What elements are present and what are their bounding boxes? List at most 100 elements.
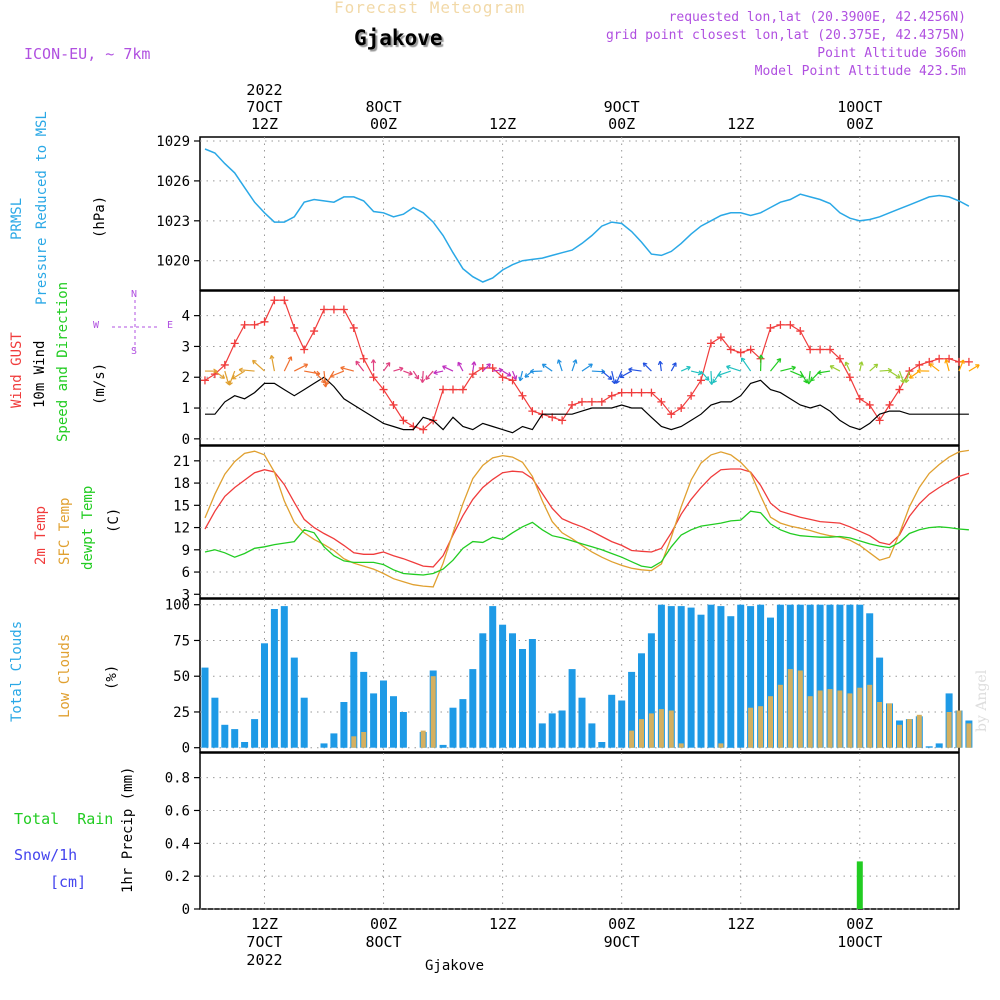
y-tick-label: 1 bbox=[182, 401, 190, 417]
wind-gust-marker bbox=[637, 388, 646, 397]
total-cloud-bar bbox=[757, 604, 765, 748]
arrow-head bbox=[858, 361, 864, 366]
wind-direction-arrow bbox=[581, 363, 593, 372]
arrow-head bbox=[895, 374, 901, 379]
arrow-shaft bbox=[770, 358, 782, 372]
low-cloud-bar bbox=[916, 714, 922, 748]
arrow-shaft bbox=[905, 370, 910, 383]
wind-direction-arrow bbox=[370, 359, 377, 372]
wind-direction-arrow bbox=[619, 370, 632, 379]
y-tick-label: 15 bbox=[173, 498, 190, 514]
total-cloud-bar bbox=[588, 723, 596, 748]
wind-gust-marker bbox=[270, 296, 279, 305]
arrow-shaft bbox=[511, 370, 517, 380]
wind-direction-arrow bbox=[889, 370, 901, 379]
total-cloud-bar bbox=[479, 633, 487, 748]
wind-direction-arrow bbox=[420, 371, 426, 383]
panel-frame-1 bbox=[199, 136, 960, 291]
arrow-shaft bbox=[581, 363, 593, 372]
wind-direction-arrow bbox=[403, 370, 413, 376]
arrow-shaft bbox=[293, 363, 308, 372]
total-cloud-bar bbox=[935, 743, 943, 748]
arrow-shaft bbox=[642, 362, 652, 372]
low-cloud-bar bbox=[639, 719, 644, 748]
total-cloud-bar bbox=[528, 639, 536, 748]
total-cloud-bar bbox=[578, 697, 586, 748]
arrow-head bbox=[642, 362, 648, 367]
total-cloud-bar bbox=[251, 719, 259, 748]
arrow-shaft bbox=[519, 370, 524, 381]
wind-direction-arrow bbox=[283, 356, 293, 372]
wind-gust-marker bbox=[746, 345, 755, 354]
y-tick-label: 12 bbox=[173, 521, 190, 537]
clouds-unit: (%) bbox=[104, 664, 120, 690]
wind-direction-arrow bbox=[571, 359, 578, 372]
arrow-shaft bbox=[659, 361, 662, 372]
total-cloud-bar bbox=[270, 609, 278, 748]
total-cloud-bar bbox=[836, 604, 844, 748]
wind-direction-arrow bbox=[916, 368, 930, 374]
arrow-shaft bbox=[403, 370, 413, 375]
low-cloud-bar bbox=[956, 710, 962, 748]
y-tick-label: 25 bbox=[173, 705, 190, 721]
snow-unit: [cm] bbox=[50, 873, 87, 891]
wind-gust-marker bbox=[697, 376, 706, 385]
arrow-shaft bbox=[472, 361, 475, 372]
arrow-head bbox=[420, 378, 426, 383]
low-cloud-bar bbox=[787, 669, 793, 748]
wind-direction-arrow bbox=[502, 370, 512, 377]
total-cloud-bar bbox=[638, 653, 645, 748]
arrow-head bbox=[697, 370, 703, 376]
top-time-label: 2022 bbox=[246, 81, 282, 99]
total-cloud-bar bbox=[280, 606, 288, 748]
total-cloud-bar bbox=[538, 723, 546, 748]
wind-direction-arrow bbox=[829, 365, 841, 372]
wind-gust-marker bbox=[796, 327, 805, 336]
wind-gust-marker bbox=[627, 388, 636, 397]
arrow-shaft bbox=[726, 365, 741, 372]
bottom-time-label: 8OCT bbox=[365, 933, 401, 951]
wind-gust-marker bbox=[419, 425, 428, 434]
arrow-shaft bbox=[710, 371, 713, 385]
arrow-head bbox=[844, 361, 850, 367]
arrow-head bbox=[524, 373, 530, 378]
arrow-shaft bbox=[619, 370, 632, 378]
arrow-shaft bbox=[252, 359, 265, 372]
wind-direction-arrow bbox=[457, 361, 464, 372]
wind-gust-marker bbox=[706, 339, 715, 348]
low-cloud-bar bbox=[906, 719, 912, 748]
arrow-shaft bbox=[845, 361, 851, 372]
total-cloud-bar bbox=[707, 604, 715, 748]
arrow-shaft bbox=[958, 359, 965, 372]
arrow-head bbox=[287, 356, 293, 361]
wind-gust-marker bbox=[845, 373, 854, 382]
wind-direction-arrow bbox=[556, 359, 563, 372]
y-tick-label: 0.2 bbox=[165, 869, 190, 885]
wind-gust-marker bbox=[766, 323, 775, 332]
wind-gust-marker bbox=[895, 385, 904, 394]
top-time-label: 12Z bbox=[489, 115, 516, 133]
wind-gust-marker bbox=[577, 397, 586, 406]
arrow-shaft bbox=[829, 365, 841, 372]
arrow-shaft bbox=[968, 364, 980, 372]
low-cloud-bar bbox=[678, 743, 684, 748]
y-tick-label: 50 bbox=[173, 669, 190, 685]
total-cloud-bar bbox=[677, 606, 685, 748]
low-cloud-bar bbox=[658, 709, 664, 748]
wind-direction-arrow bbox=[758, 354, 764, 372]
arrow-head bbox=[529, 368, 535, 374]
wind-direction-arrow bbox=[541, 363, 553, 372]
y-tick-label: 21 bbox=[173, 454, 190, 470]
arrow-head bbox=[385, 362, 391, 367]
wind-direction-arrow bbox=[511, 370, 518, 380]
arrow-shaft bbox=[571, 359, 577, 372]
wind-direction-arrow bbox=[238, 367, 255, 373]
total-cloud-bar bbox=[767, 617, 774, 748]
y-tick-label: 75 bbox=[173, 633, 190, 649]
total-cloud-bar bbox=[290, 657, 298, 748]
arrow-head bbox=[355, 360, 360, 366]
total-cloud-bar bbox=[221, 724, 229, 748]
snow-label: Snow/1h bbox=[14, 846, 78, 864]
temp-2m-line bbox=[204, 468, 970, 568]
low-cloud-bar bbox=[777, 684, 783, 748]
